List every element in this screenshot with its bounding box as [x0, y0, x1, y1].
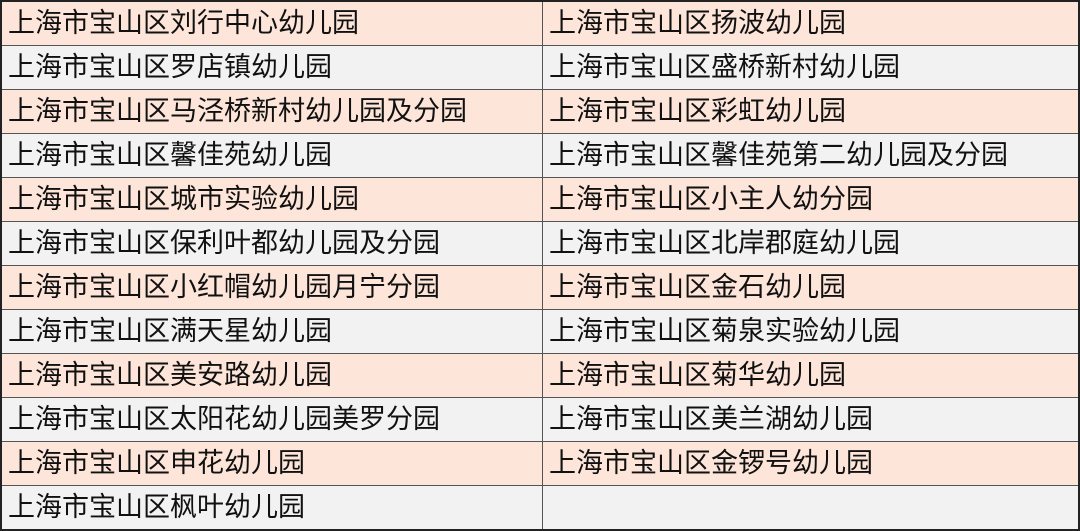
table-row: 上海市宝山区枫叶幼儿园 — [0, 485, 1080, 531]
cell-right: 上海市宝山区金锣号幼儿园 — [542, 441, 1080, 486]
table-row: 上海市宝山区刘行中心幼儿园 上海市宝山区扬波幼儿园 — [0, 0, 1080, 46]
cell-right: 上海市宝山区金石幼儿园 — [542, 265, 1080, 310]
cell-right: 上海市宝山区小主人幼分园 — [542, 177, 1080, 222]
table-row: 上海市宝山区满天星幼儿园 上海市宝山区菊泉实验幼儿园 — [0, 309, 1080, 354]
cell-left: 上海市宝山区太阳花幼儿园美罗分园 — [0, 397, 543, 442]
cell-right: 上海市宝山区盛桥新村幼儿园 — [542, 45, 1080, 90]
table-row: 上海市宝山区小红帽幼儿园月宁分园 上海市宝山区金石幼儿园 — [0, 265, 1080, 310]
cell-right — [542, 485, 1080, 531]
cell-right: 上海市宝山区菊华幼儿园 — [542, 353, 1080, 398]
cell-right: 上海市宝山区菊泉实验幼儿园 — [542, 309, 1080, 354]
table-row: 上海市宝山区美安路幼儿园 上海市宝山区菊华幼儿园 — [0, 353, 1080, 398]
cell-right: 上海市宝山区北岸郡庭幼儿园 — [542, 221, 1080, 266]
cell-right: 上海市宝山区馨佳苑第二幼儿园及分园 — [542, 133, 1080, 178]
cell-left: 上海市宝山区申花幼儿园 — [0, 441, 543, 486]
cell-right: 上海市宝山区扬波幼儿园 — [542, 0, 1080, 46]
table-row: 上海市宝山区保利叶都幼儿园及分园 上海市宝山区北岸郡庭幼儿园 — [0, 221, 1080, 266]
cell-right: 上海市宝山区彩虹幼儿园 — [542, 89, 1080, 134]
cell-left: 上海市宝山区刘行中心幼儿园 — [0, 0, 543, 46]
cell-left: 上海市宝山区小红帽幼儿园月宁分园 — [0, 265, 543, 310]
cell-left: 上海市宝山区马泾桥新村幼儿园及分园 — [0, 89, 543, 134]
cell-left: 上海市宝山区馨佳苑幼儿园 — [0, 133, 543, 178]
table-row: 上海市宝山区马泾桥新村幼儿园及分园 上海市宝山区彩虹幼儿园 — [0, 89, 1080, 134]
cell-left: 上海市宝山区美安路幼儿园 — [0, 353, 543, 398]
table-row: 上海市宝山区馨佳苑幼儿园 上海市宝山区馨佳苑第二幼儿园及分园 — [0, 133, 1080, 178]
cell-left: 上海市宝山区枫叶幼儿园 — [0, 485, 543, 531]
cell-left: 上海市宝山区城市实验幼儿园 — [0, 177, 543, 222]
cell-left: 上海市宝山区罗店镇幼儿园 — [0, 45, 543, 90]
table-row: 上海市宝山区罗店镇幼儿园 上海市宝山区盛桥新村幼儿园 — [0, 45, 1080, 90]
table-row: 上海市宝山区申花幼儿园 上海市宝山区金锣号幼儿园 — [0, 441, 1080, 486]
table-row: 上海市宝山区太阳花幼儿园美罗分园 上海市宝山区美兰湖幼儿园 — [0, 397, 1080, 442]
table-row: 上海市宝山区城市实验幼儿园 上海市宝山区小主人幼分园 — [0, 177, 1080, 222]
cell-right: 上海市宝山区美兰湖幼儿园 — [542, 397, 1080, 442]
cell-left: 上海市宝山区保利叶都幼儿园及分园 — [0, 221, 543, 266]
cell-left: 上海市宝山区满天星幼儿园 — [0, 309, 543, 354]
